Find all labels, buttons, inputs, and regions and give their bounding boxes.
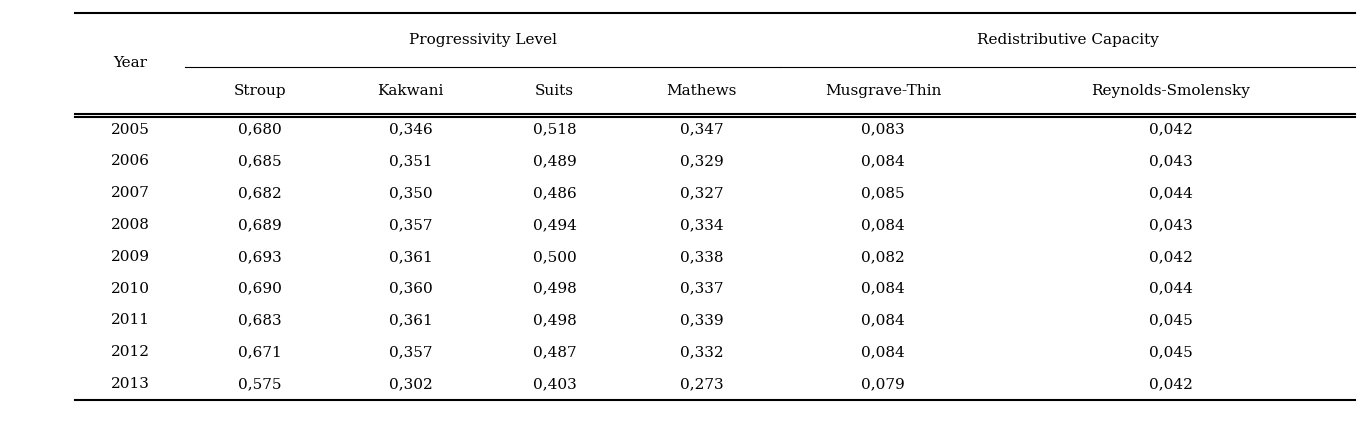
Text: Kakwani: Kakwani <box>378 83 444 98</box>
Text: 0,043: 0,043 <box>1149 218 1192 232</box>
Text: 0,486: 0,486 <box>533 186 576 200</box>
Text: Musgrave-Thin: Musgrave-Thin <box>824 83 942 98</box>
Text: 2009: 2009 <box>111 250 149 264</box>
Text: 0,084: 0,084 <box>861 218 905 232</box>
Text: 0,361: 0,361 <box>389 250 433 264</box>
Text: 0,693: 0,693 <box>238 250 282 264</box>
Text: 0,339: 0,339 <box>680 313 723 328</box>
Text: Mathews: Mathews <box>667 83 737 98</box>
Text: 2013: 2013 <box>111 377 149 391</box>
Text: 2012: 2012 <box>111 345 149 359</box>
Text: 2006: 2006 <box>111 155 149 168</box>
Text: 0,332: 0,332 <box>680 345 723 359</box>
Text: 0,518: 0,518 <box>533 123 576 136</box>
Text: 0,361: 0,361 <box>389 313 433 328</box>
Text: 0,084: 0,084 <box>861 282 905 296</box>
Text: 0,338: 0,338 <box>680 250 723 264</box>
Text: 0,346: 0,346 <box>389 123 433 136</box>
Text: 0,689: 0,689 <box>238 218 282 232</box>
Text: Suits: Suits <box>535 83 574 98</box>
Text: 0,084: 0,084 <box>861 313 905 328</box>
Text: 0,690: 0,690 <box>238 282 282 296</box>
Text: 0,498: 0,498 <box>533 313 576 328</box>
Text: 0,498: 0,498 <box>533 282 576 296</box>
Text: 0,079: 0,079 <box>861 377 905 391</box>
Text: 0,045: 0,045 <box>1149 313 1192 328</box>
Text: Redistributive Capacity: Redistributive Capacity <box>977 33 1158 47</box>
Text: 0,043: 0,043 <box>1149 155 1192 168</box>
Text: 2005: 2005 <box>111 123 149 136</box>
Text: 0,329: 0,329 <box>680 155 723 168</box>
Text: 0,403: 0,403 <box>533 377 576 391</box>
Text: 0,350: 0,350 <box>389 186 433 200</box>
Text: 0,085: 0,085 <box>861 186 905 200</box>
Text: Reynolds-Smolensky: Reynolds-Smolensky <box>1091 83 1250 98</box>
Text: 0,357: 0,357 <box>389 218 433 232</box>
Text: 2008: 2008 <box>111 218 149 232</box>
Text: 0,685: 0,685 <box>238 155 282 168</box>
Text: 0,044: 0,044 <box>1149 186 1192 200</box>
Text: 0,083: 0,083 <box>861 123 905 136</box>
Text: 2007: 2007 <box>111 186 149 200</box>
Text: 0,042: 0,042 <box>1149 123 1192 136</box>
Text: 0,489: 0,489 <box>533 155 576 168</box>
Text: 0,337: 0,337 <box>680 282 723 296</box>
Text: 0,042: 0,042 <box>1149 250 1192 264</box>
Text: 0,494: 0,494 <box>533 218 576 232</box>
Text: 0,487: 0,487 <box>533 345 576 359</box>
Text: 0,357: 0,357 <box>389 345 433 359</box>
Text: 0,327: 0,327 <box>680 186 723 200</box>
Text: 0,044: 0,044 <box>1149 282 1192 296</box>
Text: 0,084: 0,084 <box>861 155 905 168</box>
Text: 0,575: 0,575 <box>238 377 282 391</box>
Text: 0,045: 0,045 <box>1149 345 1192 359</box>
Text: 0,334: 0,334 <box>680 218 723 232</box>
Text: 0,302: 0,302 <box>389 377 433 391</box>
Text: 0,683: 0,683 <box>238 313 282 328</box>
Text: Year: Year <box>114 56 146 70</box>
Text: 0,680: 0,680 <box>238 123 282 136</box>
Text: 0,273: 0,273 <box>680 377 723 391</box>
Text: 0,042: 0,042 <box>1149 377 1192 391</box>
Text: 0,084: 0,084 <box>861 345 905 359</box>
Text: 2011: 2011 <box>111 313 149 328</box>
Text: 2010: 2010 <box>111 282 149 296</box>
Text: 0,082: 0,082 <box>861 250 905 264</box>
Text: 0,347: 0,347 <box>680 123 723 136</box>
Text: 0,671: 0,671 <box>238 345 282 359</box>
Text: Progressivity Level: Progressivity Level <box>408 33 557 47</box>
Text: 0,351: 0,351 <box>389 155 433 168</box>
Text: 0,682: 0,682 <box>238 186 282 200</box>
Text: Stroup: Stroup <box>234 83 286 98</box>
Text: 0,500: 0,500 <box>533 250 576 264</box>
Text: 0,360: 0,360 <box>389 282 433 296</box>
